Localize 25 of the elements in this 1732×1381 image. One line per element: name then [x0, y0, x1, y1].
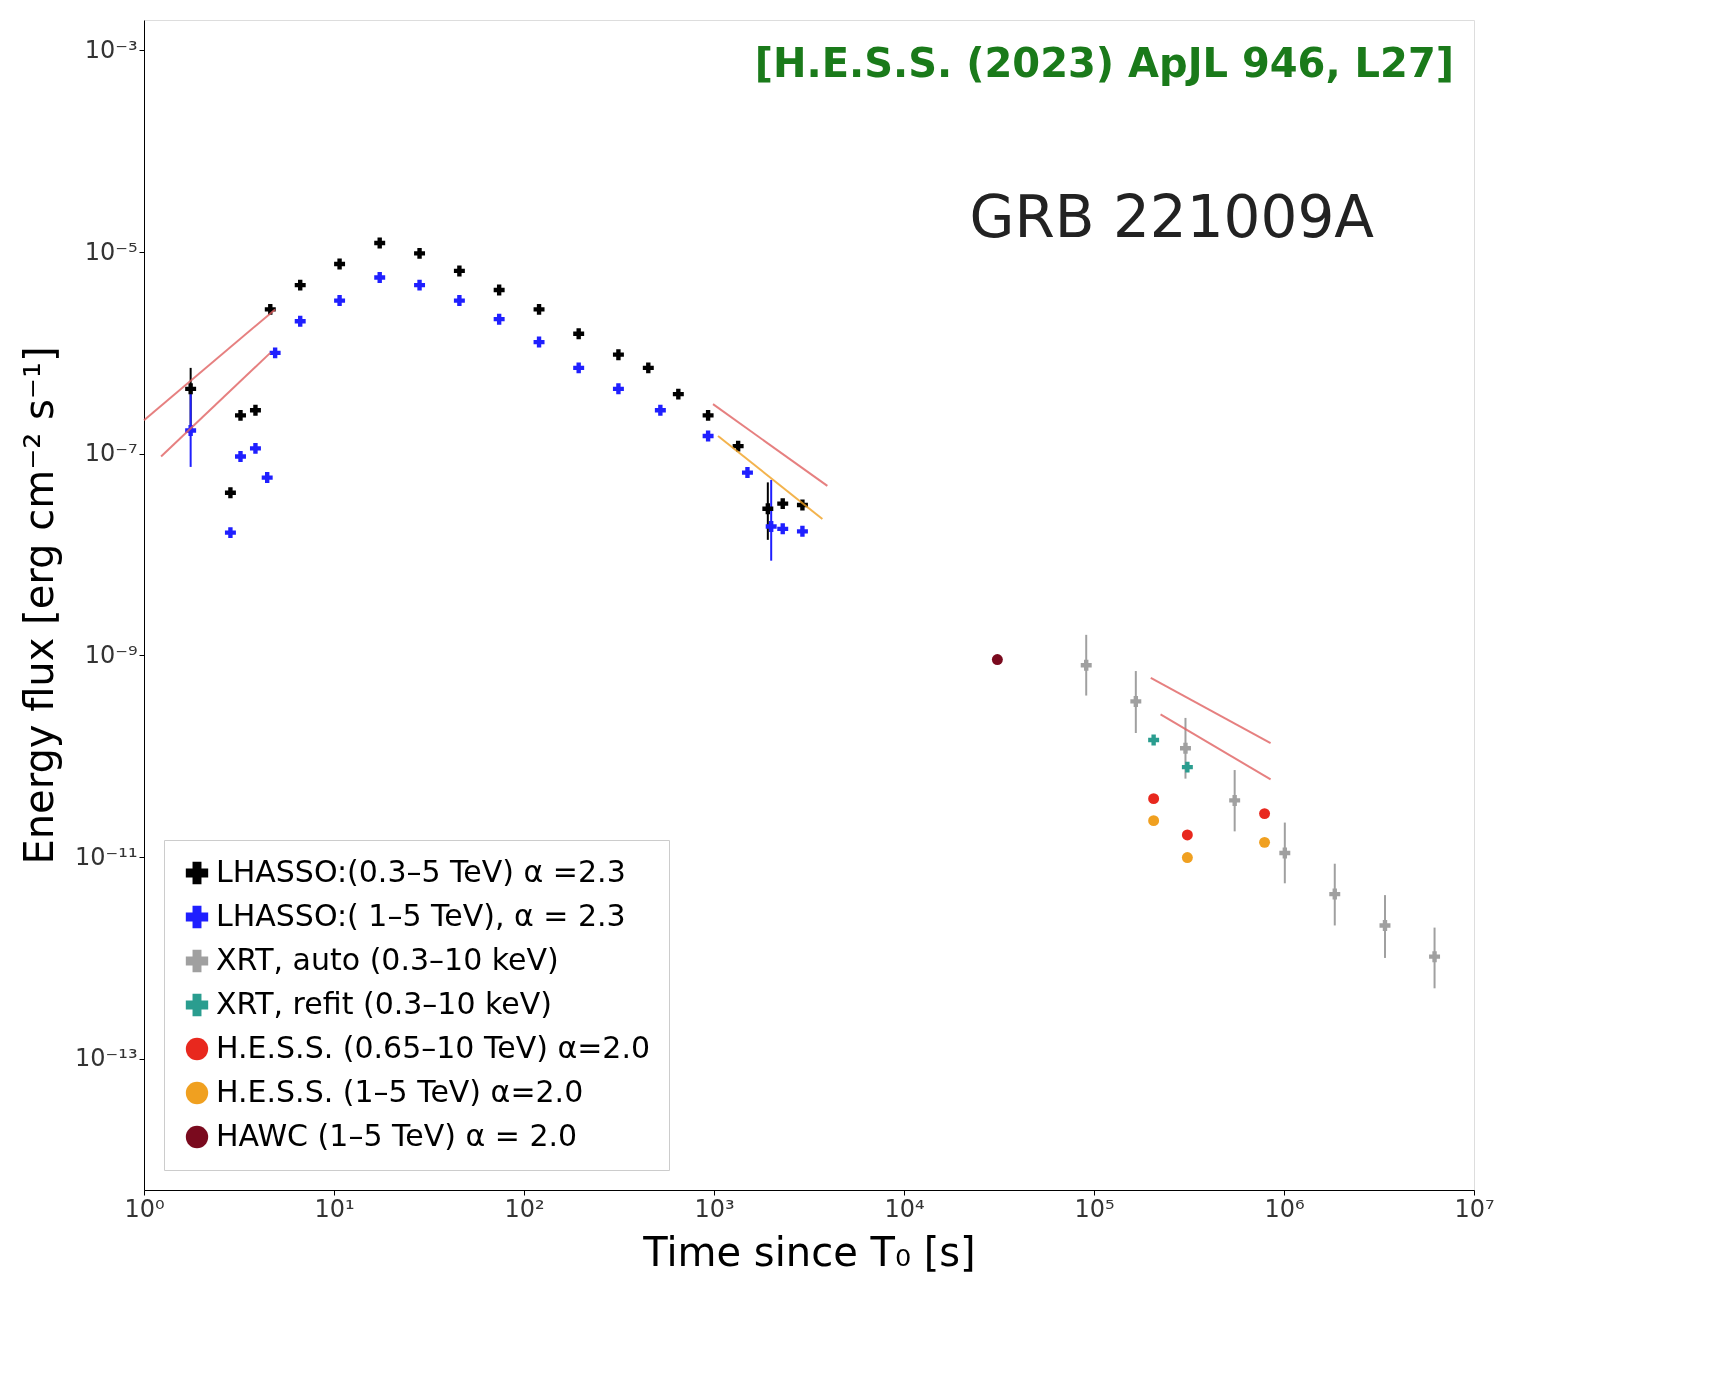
legend-label: LHASSO:(0.3–5 TeV) α =2.3	[216, 854, 626, 889]
annotation: GRB 221009A	[969, 183, 1375, 251]
legend-label: H.E.S.S. (1–5 TeV) α=2.0	[216, 1074, 584, 1109]
legend-label: LHASSO:( 1–5 TeV), α = 2.3	[216, 898, 626, 933]
x-tick-label: 10⁶	[1264, 1194, 1305, 1223]
y-tick-label: 10⁻⁷	[84, 439, 138, 468]
x-tick-label: 10¹	[314, 1194, 355, 1223]
legend-label: XRT, auto (0.3–10 keV)	[216, 942, 559, 977]
y-tick-label: 10⁻⁵	[84, 237, 138, 266]
y-tick-label: 10⁻³	[84, 35, 138, 64]
y-tick-label: 10⁻¹³	[75, 1044, 138, 1073]
x-tick-label: 10⁷	[1454, 1194, 1495, 1223]
x-tick-label: 10³	[694, 1194, 735, 1223]
y-tick-label: 10⁻¹¹	[75, 842, 138, 871]
legend-label: HAWC (1–5 TeV) α = 2.0	[216, 1118, 578, 1153]
y-axis-title: Energy flux [erg cm⁻² s⁻¹]	[16, 346, 63, 865]
legend-label: XRT, refit (0.3–10 keV)	[216, 986, 553, 1021]
legend-label: H.E.S.S. (0.65–10 TeV) α=2.0	[216, 1030, 651, 1065]
x-axis-title: Time since T₀ [s]	[642, 1228, 976, 1275]
x-tick-label: 10²	[504, 1194, 545, 1223]
x-tick-label: 10⁰	[124, 1194, 165, 1223]
x-tick-label: 10⁵	[1074, 1194, 1115, 1223]
y-tick-label: 10⁻⁹	[84, 640, 138, 669]
annotation: [H.E.S.S. (2023) ApJL 946, L27]	[754, 40, 1454, 86]
x-tick-label: 10⁴	[884, 1194, 925, 1223]
